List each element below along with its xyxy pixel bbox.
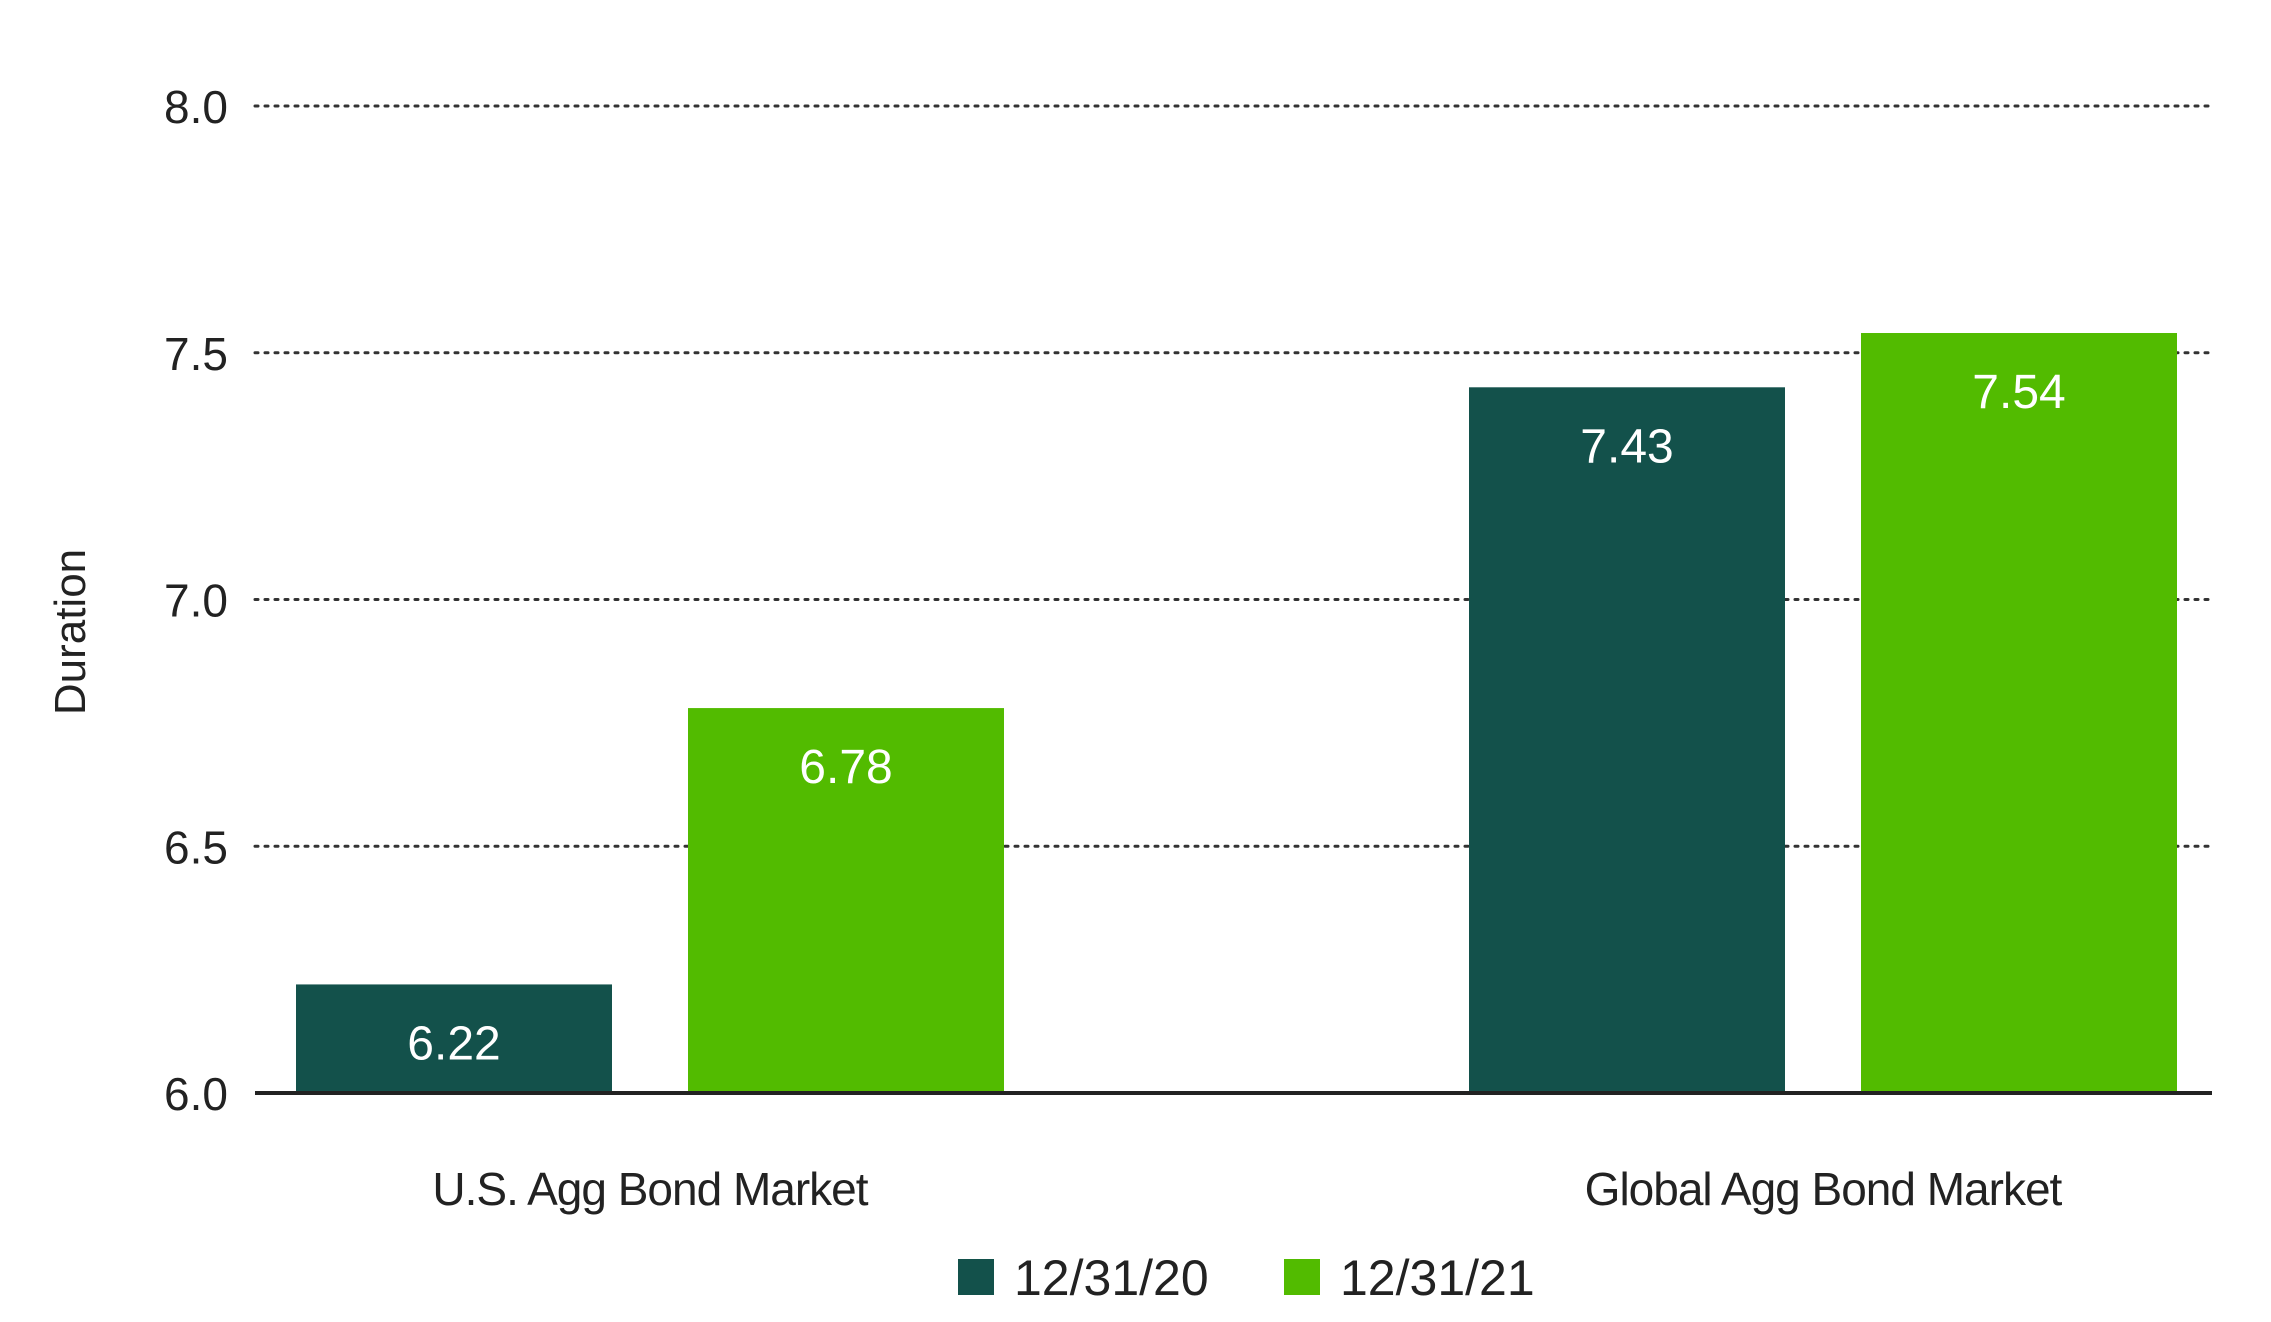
bar-value-label: 6.78 — [799, 741, 892, 794]
bar — [1469, 387, 1785, 1093]
y-tick-label: 6.0 — [164, 1068, 228, 1120]
y-tick-label: 7.0 — [164, 575, 228, 627]
bar — [688, 708, 1004, 1093]
legend-label: 12/31/21 — [1340, 1250, 1535, 1306]
bars: 6.22 6.78 7.43 7.54 — [296, 333, 2177, 1093]
legend-label: 12/31/20 — [1014, 1250, 1209, 1306]
x-category-label: U.S. Agg Bond Market — [432, 1163, 868, 1215]
bar — [1861, 333, 2177, 1093]
x-category-label: Global Agg Bond Market — [1585, 1163, 2063, 1215]
bar — [296, 984, 612, 1093]
bar-value-label: 6.22 — [407, 1017, 500, 1070]
y-tick-label: 7.5 — [164, 328, 228, 380]
axes: 6.0 6.5 7.0 7.5 8.0 U.S. Agg Bond Market Globa… — [164, 81, 2212, 1215]
legend-swatch — [958, 1259, 994, 1295]
bar-value-label: 7.43 — [1580, 420, 1673, 473]
legend: 12/31/20 12/31/21 — [958, 1250, 1535, 1306]
y-tick-label: 8.0 — [164, 81, 228, 133]
y-axis-title: Duration — [46, 549, 95, 715]
y-tick-label: 6.5 — [164, 821, 228, 873]
legend-swatch — [1284, 1259, 1320, 1295]
bar-value-label: 7.54 — [1972, 366, 2065, 419]
